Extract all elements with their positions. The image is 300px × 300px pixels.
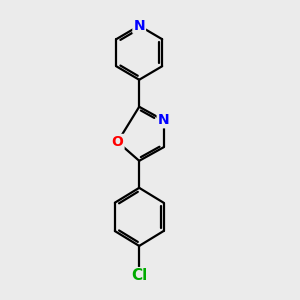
Text: Cl: Cl bbox=[131, 268, 147, 283]
Text: N: N bbox=[158, 113, 169, 127]
Text: O: O bbox=[112, 135, 124, 149]
Text: N: N bbox=[134, 19, 145, 33]
